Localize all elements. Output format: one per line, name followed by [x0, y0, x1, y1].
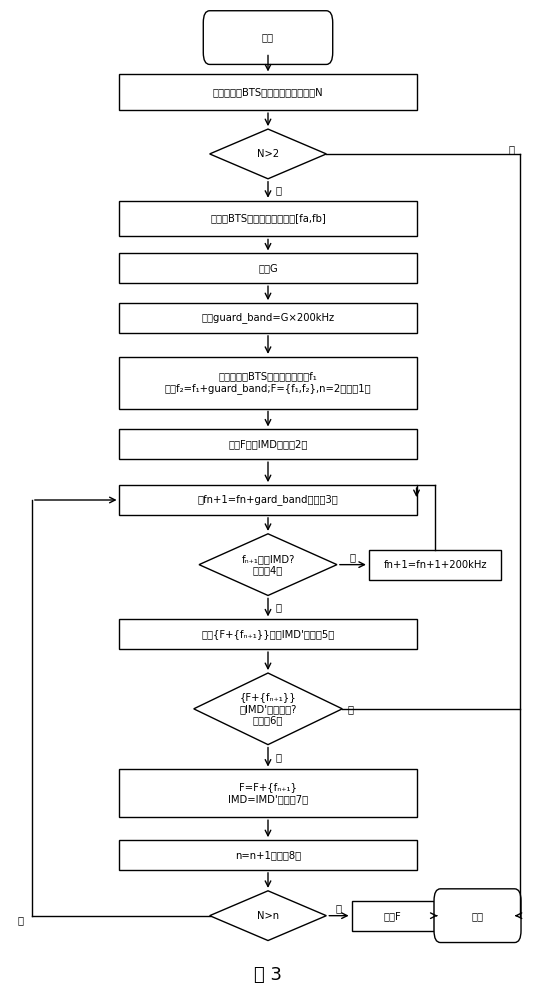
Bar [120, 769, 416, 817]
Bar [120, 201, 416, 236]
Text: fn+1=fn+1+200kHz: fn+1=fn+1+200kHz [383, 560, 487, 570]
Bar [120, 840, 416, 870]
Bar [120, 253, 416, 283]
Text: 输出F: 输出F [384, 911, 401, 921]
Text: 结束: 结束 [472, 911, 483, 921]
Text: 开始: 开始 [262, 33, 274, 43]
Polygon shape [210, 129, 326, 179]
Bar [120, 429, 416, 459]
Text: 否: 否 [276, 752, 282, 762]
Polygon shape [199, 534, 337, 595]
Text: {F+{fₙ₊₁}}
与IMD'交集非空?
（步骤6）: {F+{fₙ₊₁}} 与IMD'交集非空? （步骤6） [239, 692, 297, 725]
Text: 设定多载波BTS使用最低频率为f₁
设定f₂=f₁+guard_band;F={f₁,f₂},n=2（步骤1）: 设定多载波BTS使用最低频率为f₁ 设定f₂=f₁+guard_band;F={… [165, 371, 371, 394]
Text: N>2: N>2 [257, 149, 279, 159]
Text: 是: 是 [350, 552, 356, 562]
Text: 否: 否 [336, 903, 342, 913]
Text: 计算guard_band=G×200kHz: 计算guard_band=G×200kHz [202, 313, 334, 323]
Bar [120, 485, 416, 515]
Text: F=F+{fₙ₊₁}
IMD=IMD'（步骤7）: F=F+{fₙ₊₁} IMD=IMD'（步骤7） [228, 783, 308, 804]
Bar [120, 74, 416, 110]
Bar [120, 303, 416, 333]
Text: N>n: N>n [257, 911, 279, 921]
Text: 设定G: 设定G [258, 263, 278, 273]
Polygon shape [210, 891, 326, 941]
FancyBboxPatch shape [203, 11, 333, 64]
Bar [369, 550, 501, 580]
Text: n=n+1（步骤8）: n=n+1（步骤8） [235, 850, 301, 860]
Text: 否: 否 [509, 144, 515, 154]
Text: 否: 否 [276, 602, 282, 612]
Polygon shape [193, 673, 343, 745]
Text: 图 3: 图 3 [254, 966, 282, 984]
Text: fₙ₊₁属于IMD?
（步骤4）: fₙ₊₁属于IMD? （步骤4） [241, 554, 295, 575]
Bar [120, 357, 416, 409]
FancyBboxPatch shape [434, 889, 521, 943]
Text: 利用F计算IMD（步骤2）: 利用F计算IMD（步骤2） [228, 439, 308, 449]
Text: 是: 是 [276, 185, 282, 195]
Text: 是: 是 [18, 916, 24, 926]
Bar [120, 619, 416, 649]
Text: 多载波BTS支持载频频率范围[fa,fb]: 多载波BTS支持载频频率范围[fa,fb] [210, 214, 326, 224]
Bar [352, 901, 434, 931]
Text: 是: 是 [347, 704, 354, 714]
Text: 令fn+1=fn+gard_band（步骤3）: 令fn+1=fn+gard_band（步骤3） [198, 495, 338, 505]
Text: 利用{F+{fₙ₊₁}}计算IMD'（步骤5）: 利用{F+{fₙ₊₁}}计算IMD'（步骤5） [202, 629, 334, 639]
Text: 获得多载波BTS配置最大载频并发数N: 获得多载波BTS配置最大载频并发数N [213, 87, 323, 97]
